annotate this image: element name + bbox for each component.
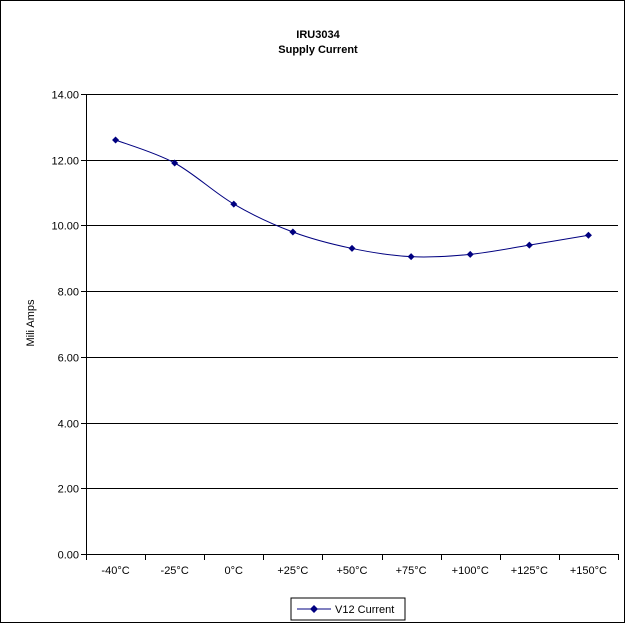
axes: [81, 94, 619, 560]
x-tick-label: +25°C: [277, 565, 308, 577]
y-tick-label: 8.00: [58, 287, 79, 299]
data-point: [584, 231, 592, 239]
x-tick-label: +125°C: [511, 565, 548, 577]
series-line: [115, 139, 589, 258]
y-axis-label: Mili Amps: [25, 299, 37, 347]
y-tick-label: 6.00: [58, 353, 79, 365]
y-tick-label: 12.00: [51, 156, 79, 168]
series-layer: [112, 136, 592, 261]
data-point: [230, 200, 238, 208]
y-tick-label: 4.00: [58, 419, 79, 431]
data-point: [171, 159, 179, 167]
data-point: [407, 253, 415, 261]
x-tick-label: +75°C: [396, 565, 427, 577]
x-tick-labels: -40°C -25°C 0°C +25°C +50°C +75°C +100°C +125°C…: [101, 565, 607, 577]
data-point: [112, 136, 120, 144]
x-tick-label: +50°C: [336, 565, 367, 577]
y-tick-label: 0.00: [58, 550, 79, 562]
legend-box: [290, 597, 406, 621]
y-tick-labels: 0.00 2.00 4.00 6.00 8.00 10.00 12.00 14.00: [51, 90, 79, 562]
chart-subtitle: Supply Current: [278, 44, 358, 56]
x-tick-label: -40°C: [101, 565, 129, 577]
data-point: [466, 250, 474, 258]
y-tick-label: 2.00: [58, 484, 79, 496]
legend-marker-icon: [310, 605, 318, 613]
data-point: [348, 244, 356, 252]
legend-label: V12 Current: [335, 604, 394, 616]
chart-title: IRU3034: [296, 29, 340, 41]
x-tick-label: 0°C: [225, 565, 244, 577]
y-tick-label: 14.00: [51, 90, 79, 102]
x-tick-label: +150°C: [570, 565, 607, 577]
x-tick-label: +100°C: [452, 565, 489, 577]
legend: V12 Current: [290, 597, 406, 621]
data-point: [525, 241, 533, 249]
data-point: [289, 228, 297, 236]
gridlines: [86, 94, 618, 555]
y-tick-label: 10.00: [51, 221, 79, 233]
x-tick-label: -25°C: [161, 565, 189, 577]
